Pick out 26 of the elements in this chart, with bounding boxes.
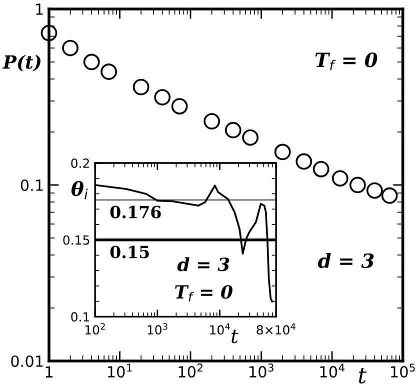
x-tick-label: 1 xyxy=(46,366,52,378)
ref-line-label: 0.15 xyxy=(110,246,149,258)
x-tick-label: 10$^{1}$ xyxy=(108,364,132,378)
x-tick-label: 10$^{2}$ xyxy=(178,364,202,378)
y-tick-label: 0.1 xyxy=(71,312,90,322)
x-axis-title: t xyxy=(358,368,367,384)
y-tick-label: 0.15 xyxy=(63,235,90,245)
x-tick-label: 8×10$^{4}$ xyxy=(256,323,296,335)
x-tick-label: 10$^{3}$ xyxy=(250,364,274,378)
y-tick-label: 0.2 xyxy=(71,158,89,168)
x-tick-label: 10$^{3}$ xyxy=(148,323,168,335)
x-tick-label: 10$^{5}$ xyxy=(391,364,415,378)
annotation: T$_{f}$ = 0 xyxy=(315,52,378,70)
annotation: T$_{f}$ = 0 xyxy=(175,285,232,302)
y-axis-title: θ$_{i}$ xyxy=(71,180,88,200)
y-tick-label: 0.1 xyxy=(20,179,43,191)
x-axis-title: t xyxy=(232,330,238,344)
y-tick-label: 0.01 xyxy=(11,355,43,368)
x-tick-label: 10$^{4}$ xyxy=(320,364,344,378)
annotation: d = 3 xyxy=(318,253,374,268)
x-tick-label: 10$^{4}$ xyxy=(210,323,230,335)
x-tick-label: 10$^{2}$ xyxy=(85,323,105,335)
y-tick-label: 1 xyxy=(36,4,43,15)
annotation: d = 3 xyxy=(177,257,230,272)
ref-line-label: 0.176 xyxy=(110,206,161,218)
y-axis-title: P(t) xyxy=(2,54,40,72)
